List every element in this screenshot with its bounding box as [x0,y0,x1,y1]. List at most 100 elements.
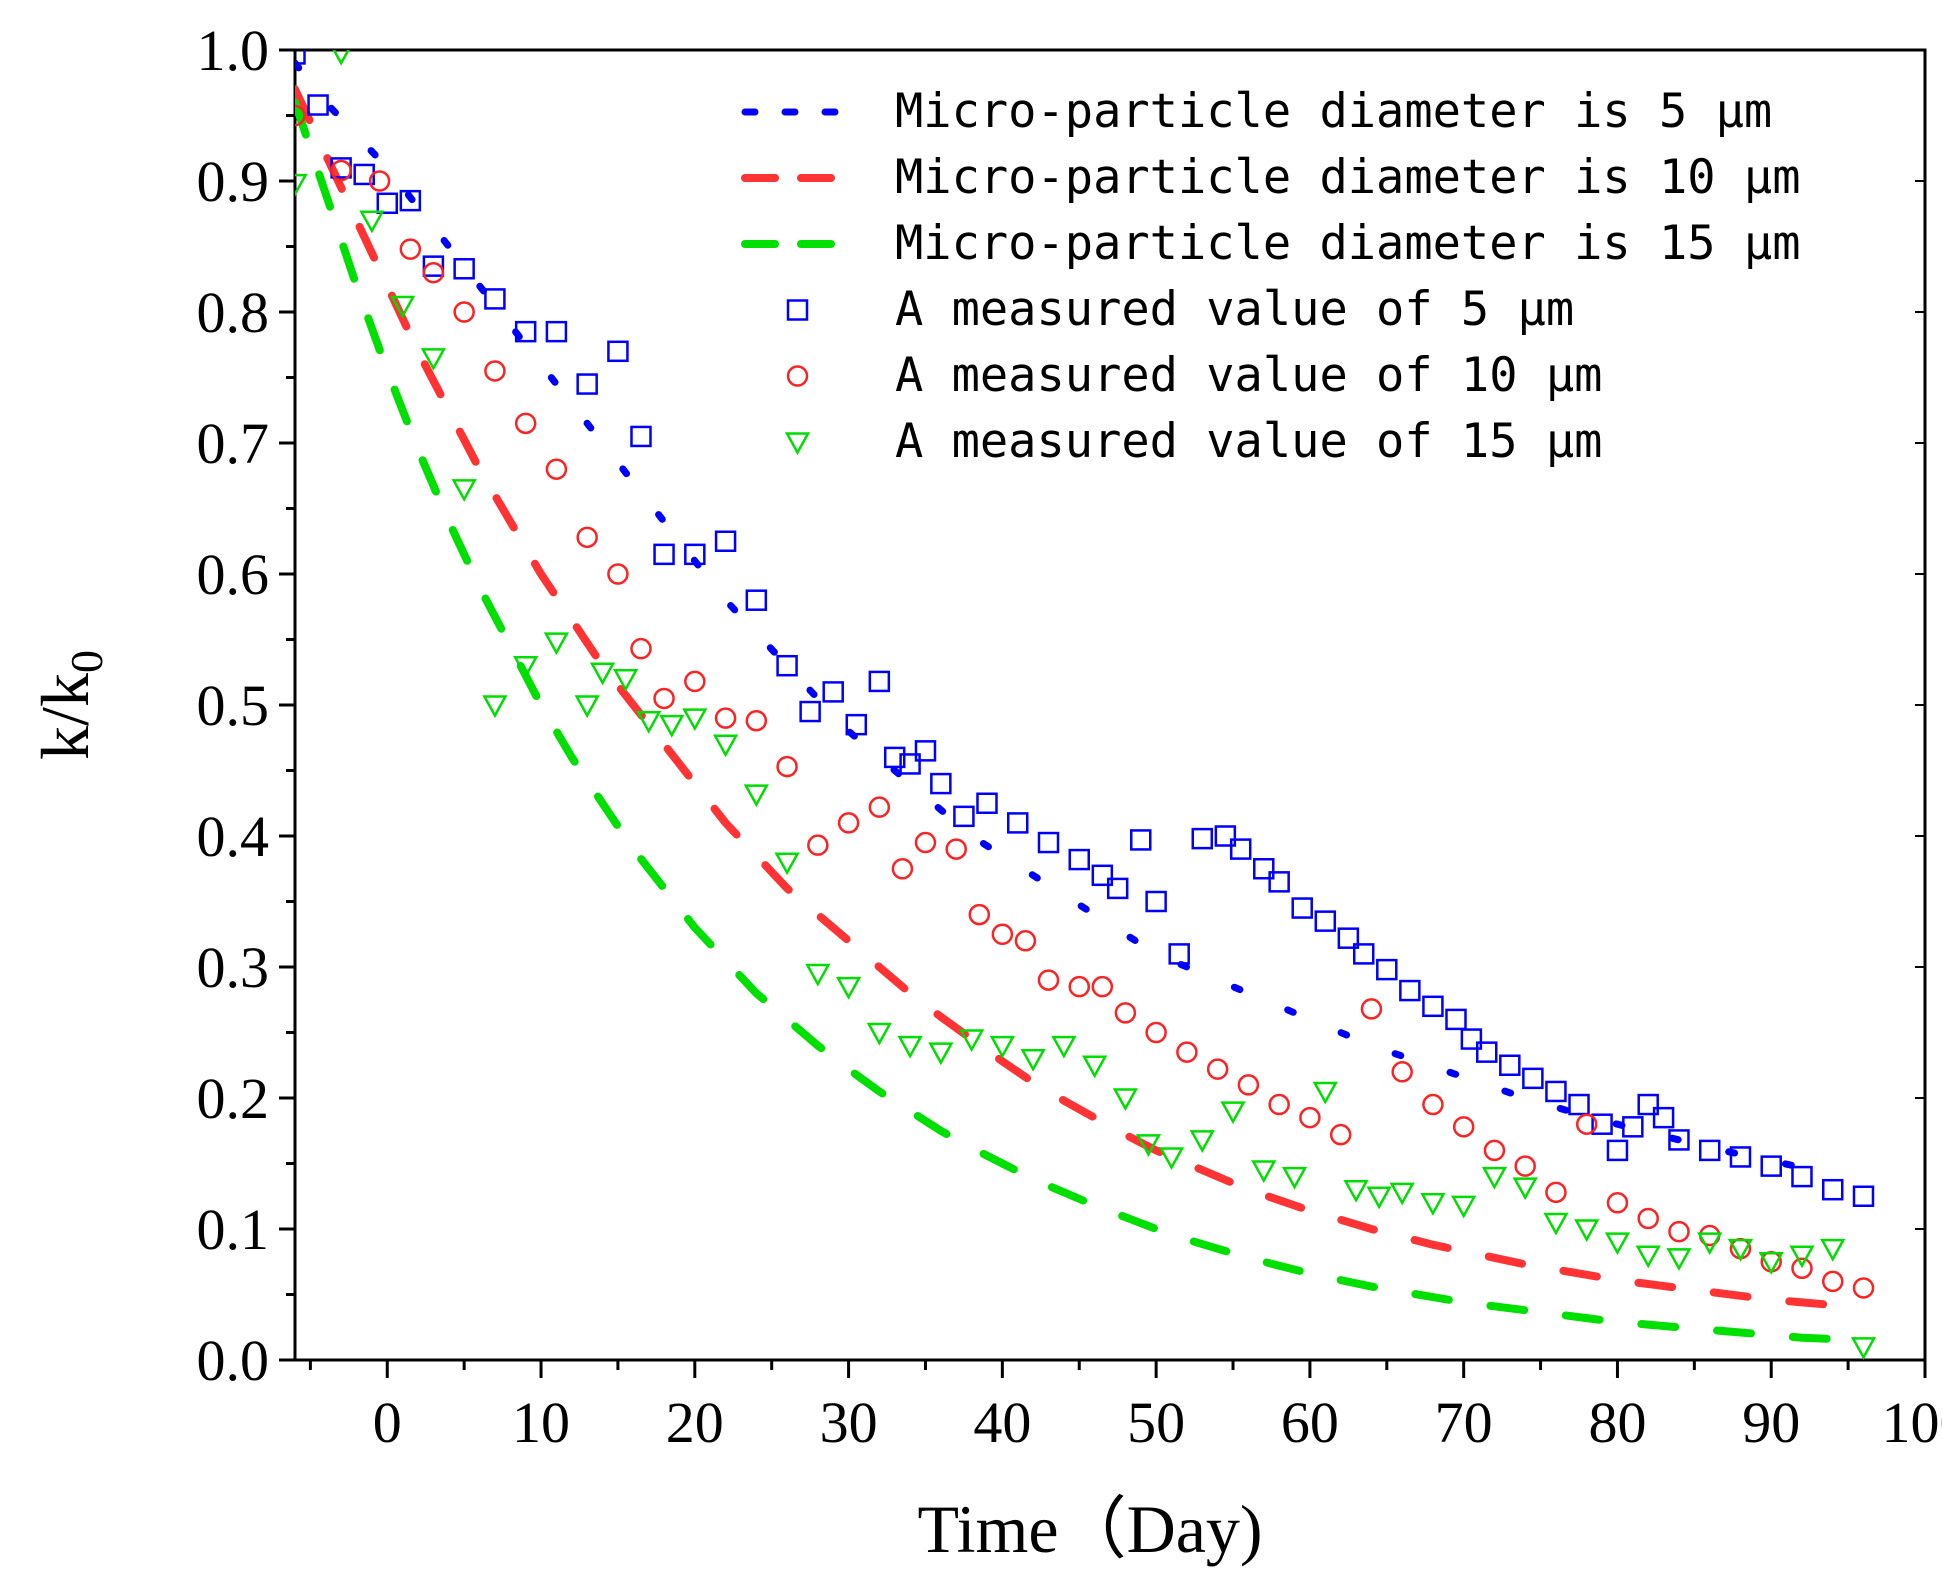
data-point [1821,1178,1844,1201]
data-point [1130,829,1152,851]
data-point [484,288,506,310]
data-point [1366,1186,1392,1210]
data-point [1068,975,1090,998]
data-point [868,796,891,818]
data-point [714,707,737,729]
series-line-1 [295,59,1837,1178]
data-point [1622,1116,1644,1138]
x-tick-label: 90 [1742,1390,1800,1455]
data-point [399,238,422,260]
data-point [1512,1177,1538,1201]
data-point [307,94,329,116]
data-point [1545,1181,1567,1204]
data-point [1499,1054,1521,1076]
legend-label: A measured value of 15 μm [895,414,1602,469]
data-point [1158,1147,1185,1171]
y-tick-label: 0.0 [197,1328,270,1393]
data-point [684,670,706,693]
data-point [607,563,629,585]
legend-marker [786,365,809,387]
legend-item: A measured value of 10 μm [786,348,1602,403]
data-point [1168,943,1190,965]
data-point [745,589,768,611]
x-tick-label: 60 [1281,1390,1339,1455]
data-point [545,320,568,343]
series-points-1 [295,50,1875,1207]
data-point [914,831,937,854]
data-point [1852,1277,1875,1299]
data-point [1668,1220,1690,1243]
data-point [1299,1106,1321,1129]
data-point [1697,1232,1723,1256]
data-point [1652,1106,1675,1129]
data-point [712,734,739,758]
data-point [1135,1134,1162,1157]
legend-label: Micro-particle diameter is 15 μm [895,216,1800,271]
data-point [1635,1245,1661,1269]
data-point [822,681,844,703]
data-point [1568,1093,1590,1116]
y-tick-label: 0.8 [197,280,270,345]
x-tick-label: 10 [512,1390,570,1455]
data-point [883,746,906,769]
data-point [1483,1139,1506,1162]
legend-label: A measured value of 5 μm [895,282,1574,337]
x-tick-label: 100 [1882,1390,1942,1455]
data-point [1051,1035,1077,1059]
series-line-3 [295,98,1837,1343]
data-point [295,50,306,65]
data-point [714,530,737,552]
data-point [776,755,798,778]
data-point [1545,1080,1567,1103]
data-point [1452,1116,1475,1138]
data-layer [295,50,1877,1360]
x-tick-label: 40 [973,1390,1031,1455]
data-point [1481,1166,1508,1190]
data-point [1606,1192,1629,1214]
data-point [1389,1182,1415,1206]
data-point [837,812,860,834]
data-point [1112,1088,1138,1112]
data-point [1145,1021,1167,1044]
data-point [368,170,391,192]
data-point [774,852,800,876]
legend-marker [786,299,809,321]
data-point [684,543,706,566]
data-point [630,425,652,448]
data-point [914,740,937,762]
data-point [1445,1008,1467,1031]
data-point [612,669,639,692]
y-tick-label: 0.1 [197,1197,270,1262]
data-point [1237,1074,1260,1096]
legend-item: A measured value of 5 μm [786,282,1574,337]
legend-item: Micro-particle diameter is 15 μm [741,216,1800,271]
data-point [1727,1238,1754,1262]
data-point [1229,838,1252,860]
data-point [1758,1252,1784,1275]
data-point [1251,1160,1277,1184]
data-point [1337,927,1360,949]
data-point [653,543,675,566]
x-tick-label: 30 [820,1390,878,1455]
data-point [1391,1061,1413,1083]
data-point [607,340,629,363]
data-point [376,192,399,215]
data-point [891,858,914,880]
data-point [1037,831,1060,854]
data-point [958,1029,985,1053]
y-tick-label: 0.9 [197,149,270,214]
data-point [359,210,385,234]
data-point [574,695,600,719]
data-point [845,713,868,736]
data-point [989,1035,1015,1059]
data-point [653,687,675,710]
data-point [1820,1238,1846,1262]
y-tick-label: 0.4 [197,804,270,869]
data-point [514,412,537,435]
data-point [866,1022,892,1046]
data-point [332,50,350,66]
legend: Micro-particle diameter is 5 μm Micro-par… [741,84,1800,469]
data-point [1253,858,1275,880]
data-point [868,670,891,693]
